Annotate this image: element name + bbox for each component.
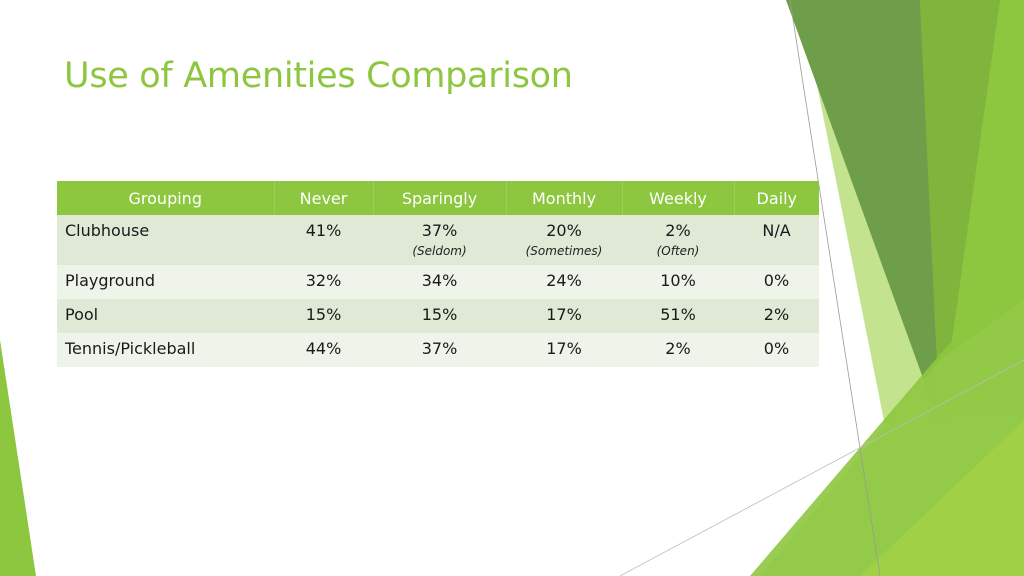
table-row: Pool 15% 15% 17% 51% 2% [57,299,819,333]
cell-text: 32% [305,271,342,290]
header-sparingly: Sparingly [373,181,507,215]
table-cell: 37% (Seldom) [373,215,506,265]
cell-text: 41% [305,221,342,240]
table-cell: 20% (Sometimes) [506,215,622,265]
cell-text: 37% [421,221,458,240]
table-cell: 2% [622,333,734,367]
table-cell: 32% [274,265,373,299]
cell-text: 10% [660,271,696,290]
cell-text: 24% [546,271,582,290]
table-cell: 17% [506,333,622,367]
table-cell: 41% [274,215,373,265]
table-cell: Tennis/Pickleball [57,333,274,367]
cell-text: 37% [421,339,458,358]
cell-text: 17% [546,339,582,358]
cell-text: Tennis/Pickleball [65,339,196,358]
cell-note: (Seldom) [412,244,467,258]
header-never: Never [274,181,374,215]
table-cell: Clubhouse [57,215,274,265]
table-cell: 0% [734,265,819,299]
right-shape-light-strip [800,0,1024,576]
table-cell: 34% [373,265,506,299]
table-cell: 2% [734,299,819,333]
cell-text: Pool [65,305,99,324]
cell-text: 2% [763,305,790,324]
cell-note: (Sometimes) [525,244,603,258]
cell-text: Playground [65,271,155,290]
left-edge-shape [0,340,36,576]
bottom-shape-bright [860,420,1024,576]
table-row: Playground 32% 34% 24% 10% 0% [57,265,819,299]
cell-text: N/A [762,221,791,240]
table-header-row: Grouping Never Sparingly Monthly Weekly … [57,181,819,215]
table-cell: 10% [622,265,734,299]
header-grouping: Grouping [57,181,275,215]
table-cell: 15% [274,299,373,333]
amenities-table: Grouping Never Sparingly Monthly Weekly … [57,181,819,367]
table-cell: 24% [506,265,622,299]
table-cell: 17% [506,299,622,333]
table-cell: 51% [622,299,734,333]
header-daily: Daily [734,181,819,215]
header-weekly: Weekly [622,181,735,215]
table-row: Clubhouse 41% 37% (Seldom) 20% (Sometimes)… [57,215,819,265]
cell-text: Clubhouse [65,221,150,240]
right-shape-green [860,0,1024,420]
right-shape-mid [920,0,1000,425]
table-cell: 2% (Often) [622,215,734,265]
table-cell: Pool [57,299,274,333]
page-title: Use of Amenities Comparison [64,56,573,96]
header-monthly: Monthly [506,181,623,215]
cell-text: 0% [763,339,790,358]
thin-line-2 [619,359,1024,576]
table-cell: Playground [57,265,274,299]
cell-text: 2% [665,221,691,240]
table-cell: 37% [373,333,506,367]
cell-text: 51% [660,305,696,324]
cell-text: 34% [421,271,458,290]
cell-text: 15% [421,305,458,324]
cell-text: 0% [763,271,790,290]
table-cell: N/A [734,215,819,265]
cell-text: 15% [305,305,342,324]
cell-text: 20% [546,221,582,240]
cell-note: (Often) [656,244,700,258]
table-cell: 0% [734,333,819,367]
cell-text: 17% [546,305,582,324]
cell-text: 2% [665,339,691,358]
table-row: Tennis/Pickleball 44% 37% 17% 2% 0% [57,333,819,367]
cell-text: 44% [305,339,342,358]
table-cell: 15% [373,299,506,333]
table-cell: 44% [274,333,373,367]
